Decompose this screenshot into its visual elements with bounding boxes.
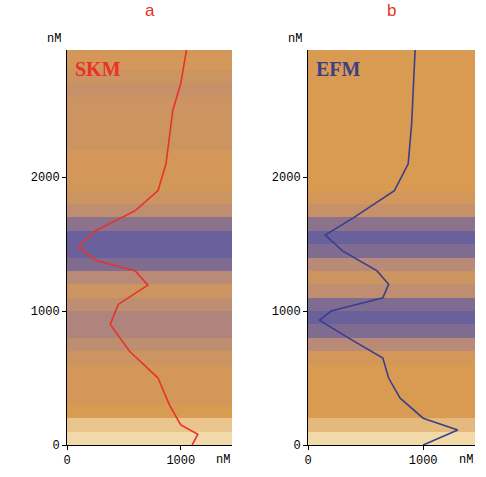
svg-text:EFM: EFM <box>316 58 361 80</box>
svg-text:nM: nM <box>216 453 230 467</box>
svg-text:2000: 2000 <box>272 171 301 185</box>
svg-text:b: b <box>387 1 396 20</box>
svg-text:nM: nM <box>47 32 61 46</box>
svg-text:a: a <box>145 1 155 20</box>
svg-text:nM: nM <box>459 453 473 467</box>
svg-text:2000: 2000 <box>31 171 60 185</box>
svg-text:SKM: SKM <box>75 58 121 80</box>
svg-text:1000: 1000 <box>166 454 195 468</box>
svg-text:0: 0 <box>63 454 70 468</box>
svg-text:0: 0 <box>304 454 311 468</box>
svg-text:0: 0 <box>293 439 300 453</box>
svg-text:0: 0 <box>52 439 59 453</box>
svg-text:1000: 1000 <box>409 454 438 468</box>
svg-text:nM: nM <box>288 32 302 46</box>
svg-text:1000: 1000 <box>272 305 301 319</box>
svg-text:1000: 1000 <box>31 305 60 319</box>
